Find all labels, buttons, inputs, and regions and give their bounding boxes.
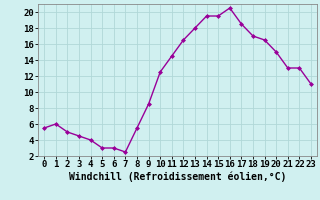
X-axis label: Windchill (Refroidissement éolien,°C): Windchill (Refroidissement éolien,°C) [69,172,286,182]
